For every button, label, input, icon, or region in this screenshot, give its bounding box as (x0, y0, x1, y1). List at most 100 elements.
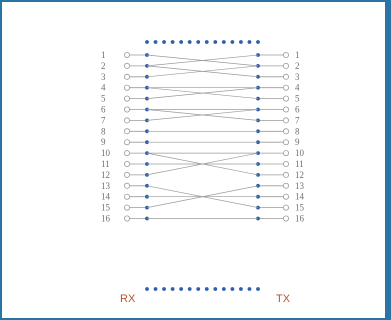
left-terminal (124, 106, 131, 113)
right-terminal (282, 193, 289, 200)
left-pin-number: 14 (101, 192, 111, 202)
right-pin-number: 13 (295, 181, 305, 191)
left-terminal (124, 62, 131, 69)
top-edge-dot (239, 40, 243, 44)
left-pin-number: 11 (101, 159, 110, 169)
right-terminal (282, 182, 289, 189)
right-terminal (282, 117, 289, 124)
right-pin-number: 6 (295, 105, 300, 115)
bottom-edge-dot (230, 287, 235, 291)
left-pin-number: 1 (101, 50, 106, 60)
top-edge-dot (230, 40, 235, 44)
top-edge-dot (162, 40, 166, 44)
left-pin-number: 2 (101, 61, 106, 71)
wire-group (129, 53, 284, 221)
cross-wire (146, 109, 259, 121)
left-terminal (124, 84, 131, 91)
left-pin-number: 3 (101, 72, 106, 82)
right-pin-number: 3 (295, 72, 300, 82)
left-terminal (124, 204, 131, 211)
bottom-edge-dot (213, 287, 218, 291)
right-terminal (282, 62, 289, 69)
right-terminal (282, 106, 289, 113)
top-edge-dot (221, 40, 226, 44)
bottom-edge-dot (145, 287, 149, 291)
left-pin-number: 5 (101, 94, 106, 104)
cross-wire (146, 65, 259, 78)
left-pin-number: 16 (101, 214, 111, 224)
right-edge-bar (385, 0, 391, 320)
left-terminal (124, 215, 131, 222)
left-terminal (124, 171, 131, 178)
bottom-edge-dot (170, 287, 175, 291)
left-pin-number: 4 (101, 83, 106, 93)
bottom-dot-row (145, 287, 260, 291)
top-edge-dot (196, 40, 201, 44)
bottom-edge-dot (153, 287, 158, 291)
top-edge-dot (153, 40, 158, 44)
right-terminal (282, 215, 289, 222)
rx-label: RX (120, 293, 136, 305)
right-terminal (282, 171, 289, 178)
top-edge-dot (256, 40, 260, 44)
bottom-edge-dot (187, 287, 192, 291)
top-edge-dot (213, 40, 218, 44)
left-terminal (124, 193, 131, 200)
top-edge-dot (179, 40, 184, 44)
right-pin-number: 4 (295, 83, 300, 93)
right-terminal (282, 73, 289, 80)
bottom-edge-dot (196, 287, 201, 291)
right-terminal (282, 160, 289, 167)
top-edge-dot (204, 40, 209, 44)
bottom-edge-dot (239, 287, 243, 291)
right-pin-number: 10 (295, 148, 305, 158)
left-pin-number: 12 (101, 170, 110, 180)
right-pin-number: 14 (295, 192, 305, 202)
top-edge-dot (170, 40, 175, 44)
right-pin-number: 8 (295, 126, 300, 136)
right-pin-number: 1 (295, 50, 300, 60)
left-terminal (124, 139, 131, 146)
left-pin-number: 8 (101, 126, 106, 136)
top-edge-dot (145, 40, 149, 44)
top-edge-dot (187, 40, 192, 44)
left-terminal (124, 128, 131, 135)
left-terminal (124, 150, 131, 157)
right-terminal (282, 84, 289, 91)
bottom-edge-dot (247, 287, 252, 291)
right-terminal (282, 139, 289, 146)
right-pin-number: 15 (295, 203, 305, 213)
bottom-edge-dot (221, 287, 226, 291)
left-pin-number: 9 (101, 137, 106, 147)
left-pin-number: 10 (101, 148, 111, 158)
tx-label: TX (276, 293, 291, 305)
left-terminal (124, 95, 131, 102)
bottom-edge-dot (162, 287, 166, 291)
left-terminal (124, 73, 131, 80)
right-terminal (282, 204, 289, 211)
right-pin-number: 12 (295, 170, 304, 180)
right-pin-number: 5 (295, 94, 300, 104)
left-pin-number: 6 (101, 105, 106, 115)
right-terminal (282, 150, 289, 157)
right-pin-number: 16 (295, 214, 305, 224)
left-pin-number: 13 (101, 181, 111, 191)
right-terminal (282, 52, 289, 59)
right-pin-number: 2 (295, 61, 300, 71)
right-terminal (282, 128, 289, 135)
right-pin-number: 11 (295, 159, 304, 169)
left-terminal (124, 52, 131, 59)
right-pin-number: 7 (295, 115, 300, 125)
left-terminal (124, 160, 131, 167)
bottom-edge-dot (179, 287, 184, 291)
right-pin-number: 9 (295, 137, 300, 147)
left-pin-number: 15 (101, 203, 111, 213)
left-terminal (124, 182, 131, 189)
cross-wire (146, 87, 259, 99)
top-edge-dot (247, 40, 252, 44)
bottom-edge-dot (204, 287, 209, 291)
